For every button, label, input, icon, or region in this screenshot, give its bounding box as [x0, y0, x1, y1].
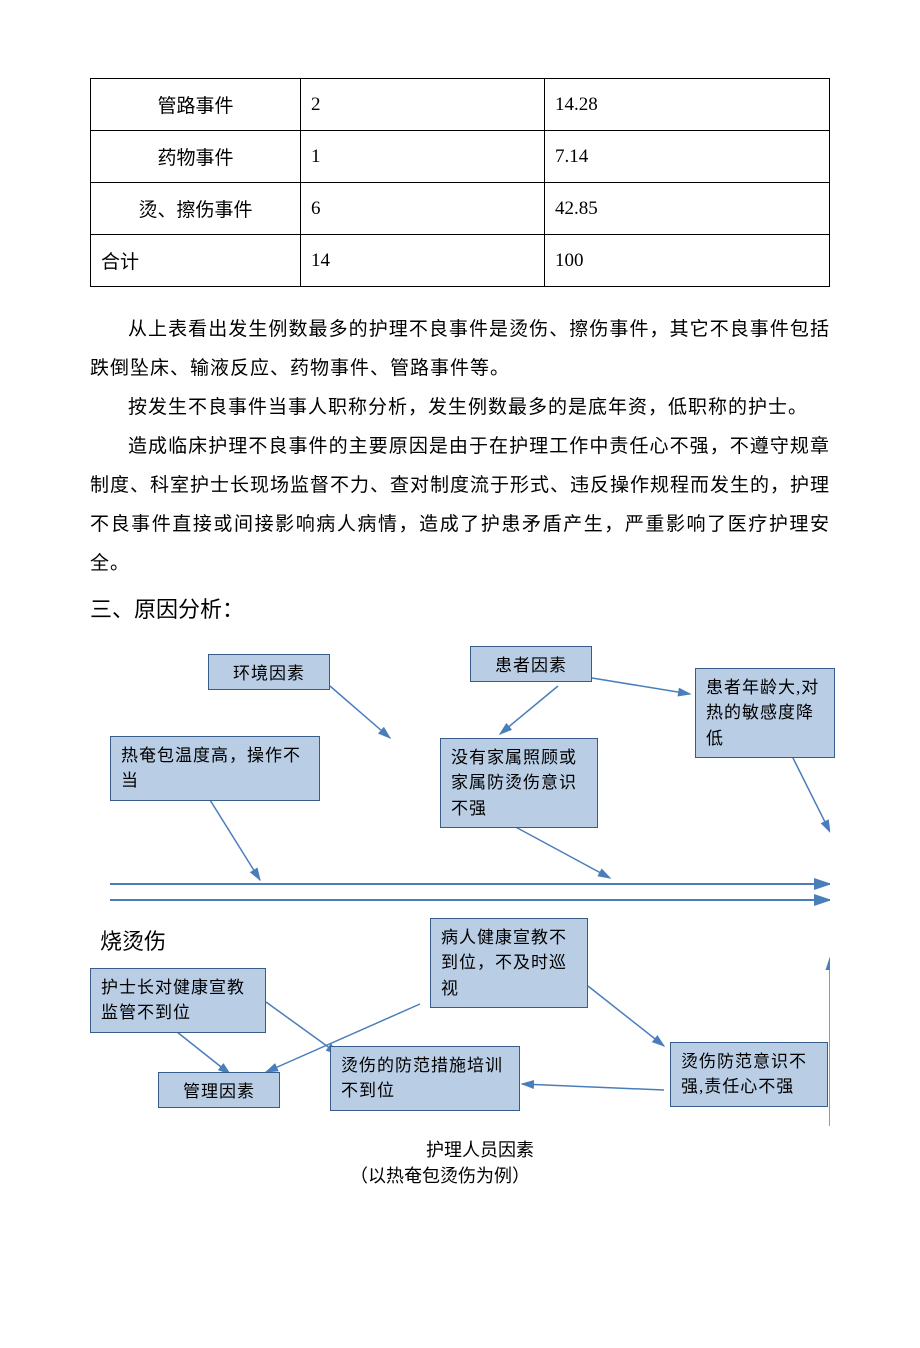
- node-training: 烫伤的防范措施培训不到位: [330, 1046, 520, 1111]
- table-cell-name: 烫、擦伤事件: [91, 183, 301, 235]
- section-heading: 三、原因分析：: [90, 588, 830, 632]
- table-cell-percent: 7.14: [545, 131, 830, 183]
- table-cell-name: 管路事件: [91, 79, 301, 131]
- node-hotpack: 热奄包温度高，操作不当: [110, 736, 320, 801]
- event-table: 管路事件214.28药物事件17.14烫、擦伤事件642.85合计14100: [90, 78, 830, 287]
- paragraph-2: 按发生不良事件当事人职称分析，发生例数最多的是底年资，低职称的护士。: [90, 389, 830, 428]
- node-patient-factor: 患者因素: [470, 646, 592, 682]
- node-family: 没有家属照顾或家属防烫伤意识不强: [440, 738, 598, 829]
- paragraph-1: 从上表看出发生例数最多的护理不良事件是烫伤、擦伤事件，其它不良事件包括跌倒坠床、…: [90, 311, 830, 389]
- table-row: 烫、擦伤事件642.85: [91, 183, 830, 235]
- diagram-caption: （以热奄包烫伤为例）: [350, 1162, 530, 1188]
- node-health-edu: 病人健康宣教不到位，不及时巡视: [430, 918, 588, 1009]
- table-cell-name: 药物事件: [91, 131, 301, 183]
- table-cell-count: 6: [301, 183, 545, 235]
- table-cell-name: 合计: [91, 235, 301, 287]
- node-patient-age: 患者年龄大,对热的敏感度降低: [695, 668, 835, 759]
- node-awareness: 烫伤防范意识不强,责任心不强: [670, 1042, 828, 1107]
- fishbone-diagram: 环境因素 患者因素 患者年龄大,对热的敏感度降低 热奄包温度高，操作不当 没有家…: [90, 646, 830, 1206]
- paragraph-3: 造成临床护理不良事件的主要原因是由于在护理工作中责任心不强，不遵守规章制度、科室…: [90, 428, 830, 584]
- table-row: 药物事件17.14: [91, 131, 830, 183]
- table-cell-count: 14: [301, 235, 545, 287]
- table-cell-percent: 14.28: [545, 79, 830, 131]
- table-row: 管路事件214.28: [91, 79, 830, 131]
- table-row: 合计14100: [91, 235, 830, 287]
- table-cell-count: 1: [301, 131, 545, 183]
- node-supervise: 护士长对健康宣教监管不到位: [90, 968, 266, 1033]
- table-cell-count: 2: [301, 79, 545, 131]
- table-cell-percent: 42.85: [545, 183, 830, 235]
- label-nurse-factor: 护理人员因素: [426, 1136, 534, 1162]
- node-manage-factor: 管理因素: [158, 1072, 280, 1108]
- node-environment: 环境因素: [208, 654, 330, 690]
- label-burn: 烧烫伤: [100, 924, 166, 956]
- table-cell-percent: 100: [545, 235, 830, 287]
